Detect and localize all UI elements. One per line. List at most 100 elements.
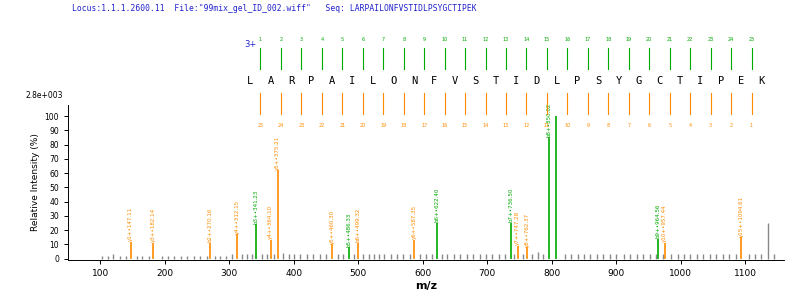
Text: N: N xyxy=(410,76,417,86)
Text: 3: 3 xyxy=(300,37,303,42)
Text: D: D xyxy=(534,76,540,86)
Text: 15: 15 xyxy=(544,37,550,42)
Text: 16: 16 xyxy=(564,37,570,42)
Text: 4: 4 xyxy=(320,37,323,42)
Text: C: C xyxy=(656,76,662,86)
Text: E: E xyxy=(738,76,745,86)
Text: G: G xyxy=(636,76,642,86)
Text: I: I xyxy=(513,76,519,86)
Text: 22: 22 xyxy=(687,37,694,42)
Text: 10: 10 xyxy=(442,37,448,42)
Text: P: P xyxy=(574,76,581,86)
X-axis label: m/z: m/z xyxy=(415,281,437,291)
Text: 14: 14 xyxy=(523,37,530,42)
Text: 13: 13 xyxy=(503,123,509,128)
Text: 23: 23 xyxy=(298,123,305,128)
Text: 22: 22 xyxy=(318,123,325,128)
Text: 12: 12 xyxy=(523,123,530,128)
Text: b7+•736.50: b7+•736.50 xyxy=(508,188,513,222)
Text: 10: 10 xyxy=(564,123,570,128)
Text: 8: 8 xyxy=(402,37,406,42)
Text: 23: 23 xyxy=(707,37,714,42)
Text: 24: 24 xyxy=(728,37,734,42)
Text: 17: 17 xyxy=(585,37,591,42)
Text: y1+•147.11: y1+•147.11 xyxy=(128,207,133,241)
Text: 6: 6 xyxy=(648,123,650,128)
Text: 5: 5 xyxy=(341,37,344,42)
Text: y4+•312.15: y4+•312.15 xyxy=(234,200,239,234)
Text: 14: 14 xyxy=(482,123,489,128)
Text: L: L xyxy=(370,76,376,86)
Text: 24: 24 xyxy=(278,123,284,128)
Text: 7: 7 xyxy=(382,37,385,42)
Text: 11: 11 xyxy=(544,123,550,128)
Text: y4+•364.10: y4+•364.10 xyxy=(268,205,273,239)
Text: 5: 5 xyxy=(668,123,671,128)
Text: Y: Y xyxy=(615,76,622,86)
Text: S: S xyxy=(595,76,602,86)
Text: 21: 21 xyxy=(666,37,673,42)
Text: R: R xyxy=(288,76,294,86)
Text: b9+•964.56: b9+•964.56 xyxy=(655,204,660,238)
Text: Locus:1.1.1.2600.11  File:"99mix_gel_ID_002.wiff"   Seq: LARPAILONFVSTIDLPSYGCTI: Locus:1.1.1.2600.11 File:"99mix_gel_ID_0… xyxy=(72,4,477,13)
Text: O: O xyxy=(390,76,397,86)
Text: S: S xyxy=(472,76,478,86)
Text: 3+: 3+ xyxy=(244,40,256,49)
Text: 3: 3 xyxy=(709,123,712,128)
Text: P: P xyxy=(309,76,314,86)
Text: 1: 1 xyxy=(259,37,262,42)
Text: b3+•341.23: b3+•341.23 xyxy=(254,189,258,224)
Text: 21: 21 xyxy=(339,123,346,128)
Text: 18: 18 xyxy=(401,123,407,128)
Text: 17: 17 xyxy=(421,123,427,128)
Text: T: T xyxy=(677,76,683,86)
Text: 13: 13 xyxy=(503,37,509,42)
Text: 2: 2 xyxy=(730,123,733,128)
Text: A: A xyxy=(329,76,335,86)
Text: 7: 7 xyxy=(627,123,630,128)
Text: I: I xyxy=(698,76,703,86)
Text: 19: 19 xyxy=(380,123,386,128)
Text: 2.8e+003: 2.8e+003 xyxy=(25,91,62,100)
Text: 20: 20 xyxy=(360,123,366,128)
Text: 8: 8 xyxy=(606,123,610,128)
Text: P: P xyxy=(718,76,724,86)
Text: 25: 25 xyxy=(258,123,263,128)
Text: 1: 1 xyxy=(750,123,753,128)
Text: b6+•499.32: b6+•499.32 xyxy=(355,208,360,242)
Text: y6+•587.35: y6+•587.35 xyxy=(412,205,417,239)
Text: 15: 15 xyxy=(462,123,468,128)
Text: 6: 6 xyxy=(362,37,364,42)
Text: y5+•460.30: y5+•460.30 xyxy=(330,210,335,244)
Text: y7+•747.28: y7+•747.28 xyxy=(515,211,520,245)
Text: F: F xyxy=(431,76,438,86)
Text: y15+•1094.61: y15+•1094.61 xyxy=(739,196,744,237)
Text: L: L xyxy=(554,76,560,86)
Text: 16: 16 xyxy=(442,123,448,128)
Y-axis label: Relative Intensity (%): Relative Intensity (%) xyxy=(31,133,40,231)
Text: 11: 11 xyxy=(462,37,468,42)
Text: y3+•182.14: y3+•182.14 xyxy=(150,208,156,242)
Text: K: K xyxy=(758,76,765,86)
Text: b5+•486.33: b5+•486.33 xyxy=(346,212,352,247)
Text: L: L xyxy=(247,76,254,86)
Text: A: A xyxy=(267,76,274,86)
Text: y8+•762.37: y8+•762.37 xyxy=(525,213,530,247)
Text: b8+•850.62: b8+•850.62 xyxy=(546,102,552,137)
Text: 12: 12 xyxy=(482,37,489,42)
Text: 9: 9 xyxy=(586,123,590,128)
Text: 20: 20 xyxy=(646,37,652,42)
Text: 9: 9 xyxy=(422,37,426,42)
Text: I: I xyxy=(350,76,356,86)
Text: 18: 18 xyxy=(605,37,611,42)
Text: y5+•375.21: y5+•375.21 xyxy=(275,135,280,170)
Text: 4: 4 xyxy=(689,123,692,128)
Text: b6+•622.40: b6+•622.40 xyxy=(434,188,439,222)
Text: V: V xyxy=(452,76,458,86)
Text: 2: 2 xyxy=(279,37,282,42)
Text: 25: 25 xyxy=(749,37,754,42)
Text: 19: 19 xyxy=(626,37,632,42)
Text: b2+•270.16: b2+•270.16 xyxy=(207,208,213,242)
Text: T: T xyxy=(493,76,499,86)
Text: y10+•957.44: y10+•957.44 xyxy=(662,205,667,242)
